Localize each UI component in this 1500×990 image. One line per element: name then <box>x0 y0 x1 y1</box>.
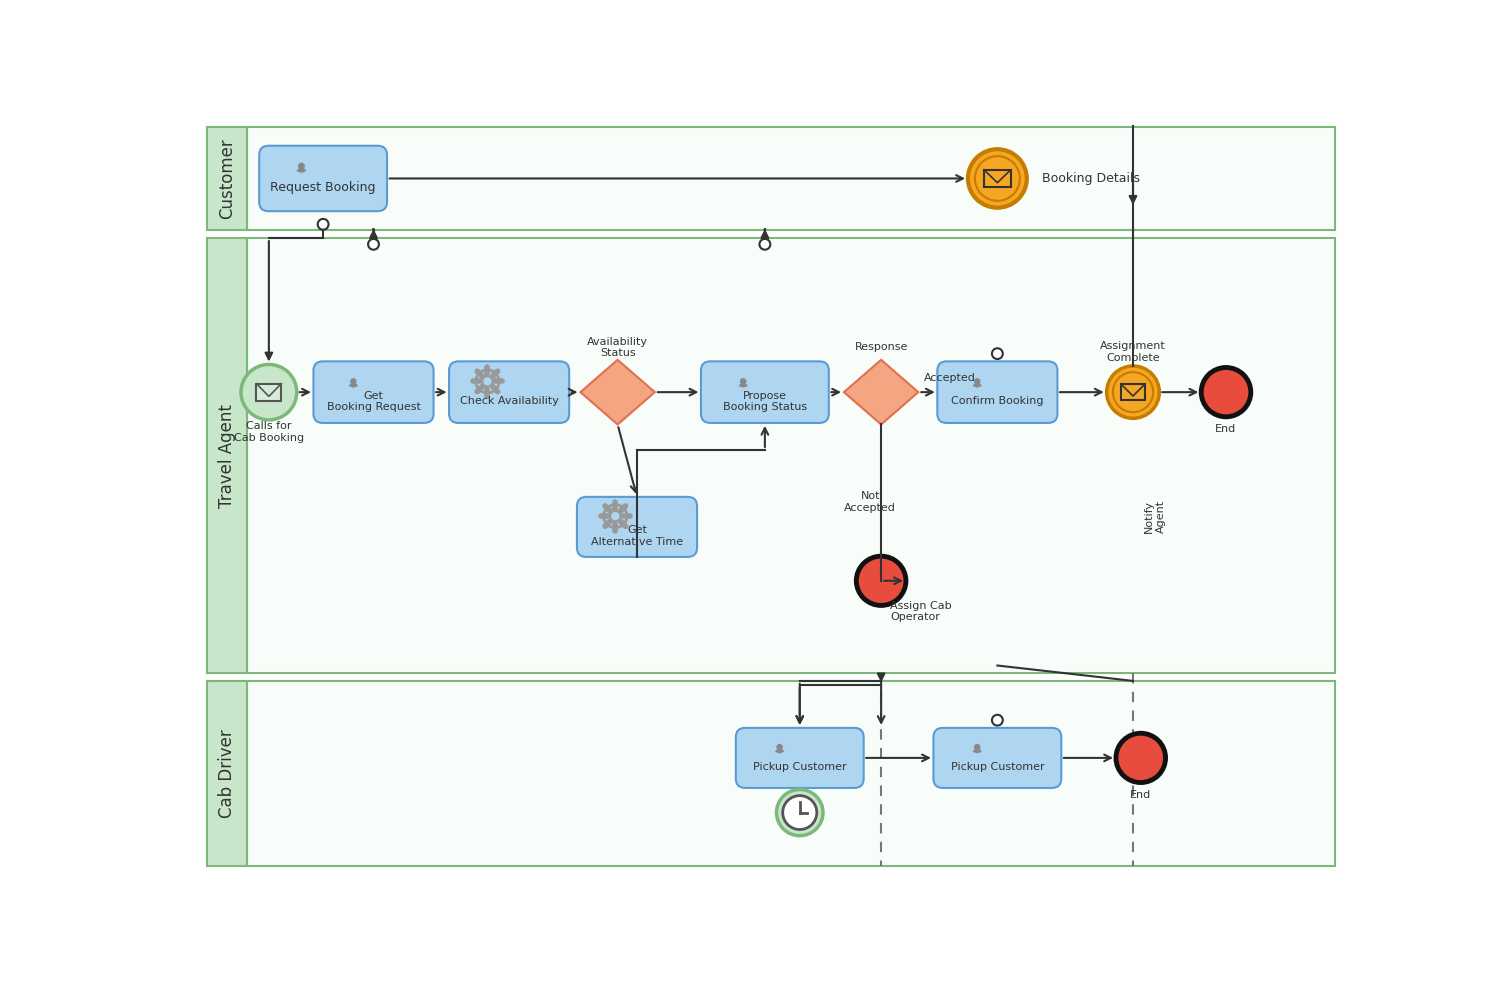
FancyBboxPatch shape <box>933 728 1062 788</box>
FancyBboxPatch shape <box>578 497 698 557</box>
FancyBboxPatch shape <box>260 146 387 211</box>
FancyBboxPatch shape <box>736 728 864 788</box>
Text: End: End <box>1215 424 1236 434</box>
Circle shape <box>1113 372 1154 412</box>
FancyBboxPatch shape <box>448 361 568 423</box>
Text: Assignment
Complete: Assignment Complete <box>1100 342 1166 363</box>
Text: Cab Driver: Cab Driver <box>217 729 236 818</box>
Text: Customer: Customer <box>217 138 236 219</box>
Circle shape <box>783 796 818 830</box>
Text: Accepted: Accepted <box>924 373 975 383</box>
Wedge shape <box>972 383 982 388</box>
Circle shape <box>1116 734 1166 782</box>
Bar <box>248 681 1335 865</box>
Text: Assign Cab
Operator: Assign Cab Operator <box>891 601 952 623</box>
Bar <box>248 239 1335 673</box>
Wedge shape <box>297 167 306 173</box>
Circle shape <box>777 789 824 836</box>
Polygon shape <box>580 359 656 425</box>
Bar <box>1122 384 1144 400</box>
Text: Response: Response <box>855 343 907 352</box>
Text: Pickup Customer: Pickup Customer <box>951 762 1044 772</box>
Circle shape <box>759 239 771 249</box>
Circle shape <box>992 348 1004 359</box>
Text: Not
Accepted: Not Accepted <box>844 491 895 513</box>
Circle shape <box>318 219 328 230</box>
Wedge shape <box>738 383 748 388</box>
Text: Notify
Agent: Notify Agent <box>1144 500 1166 534</box>
Circle shape <box>777 743 783 750</box>
Text: Propose
Booking Status: Propose Booking Status <box>723 391 807 412</box>
Bar <box>207 681 248 865</box>
Text: Get
Booking Request: Get Booking Request <box>327 391 420 412</box>
Text: Booking Details: Booking Details <box>1042 172 1140 185</box>
Wedge shape <box>350 383 358 388</box>
Bar <box>984 170 1011 187</box>
Wedge shape <box>972 748 982 753</box>
Circle shape <box>975 156 1020 201</box>
Text: Pickup Customer: Pickup Customer <box>753 762 846 772</box>
Circle shape <box>1202 367 1251 417</box>
Circle shape <box>862 562 900 599</box>
Circle shape <box>856 556 906 606</box>
Text: Confirm Booking: Confirm Booking <box>951 396 1044 406</box>
Wedge shape <box>776 748 784 753</box>
Bar <box>207 239 248 673</box>
Bar <box>248 127 1335 231</box>
Bar <box>207 127 248 231</box>
Text: Check Availability: Check Availability <box>459 396 558 406</box>
FancyBboxPatch shape <box>314 361 434 423</box>
Circle shape <box>740 378 747 384</box>
Circle shape <box>968 149 1028 208</box>
Text: Travel Agent: Travel Agent <box>217 404 236 508</box>
Text: End: End <box>1130 790 1152 800</box>
Bar <box>256 384 282 401</box>
Text: Request Booking: Request Booking <box>270 181 376 194</box>
FancyBboxPatch shape <box>700 361 830 423</box>
Circle shape <box>974 743 981 750</box>
FancyBboxPatch shape <box>938 361 1058 423</box>
Circle shape <box>368 239 380 249</box>
Circle shape <box>1122 740 1160 776</box>
Text: Calls for
Cab Booking: Calls for Cab Booking <box>234 422 304 443</box>
Polygon shape <box>844 359 918 425</box>
Circle shape <box>1107 366 1160 419</box>
Circle shape <box>298 162 304 169</box>
Circle shape <box>1208 373 1245 411</box>
Circle shape <box>974 378 981 384</box>
Circle shape <box>992 715 1004 726</box>
Text: Get
Alternative Time: Get Alternative Time <box>591 526 682 546</box>
Circle shape <box>350 378 357 384</box>
Circle shape <box>242 364 297 420</box>
Text: Availability
Status: Availability Status <box>586 337 648 358</box>
